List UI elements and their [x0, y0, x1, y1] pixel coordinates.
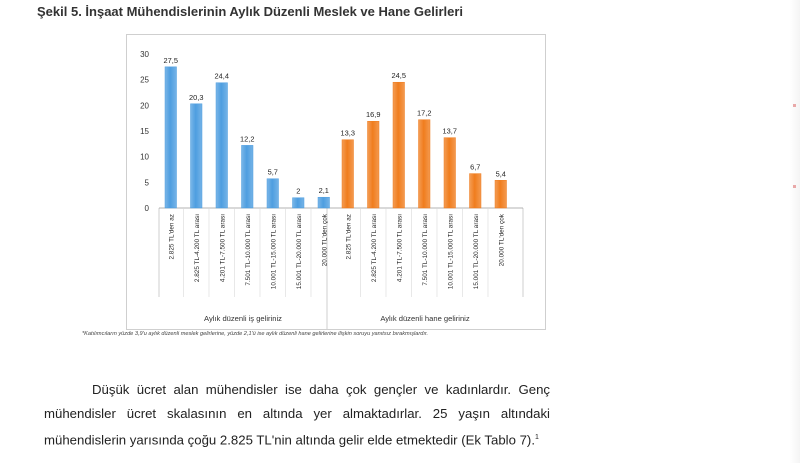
bar-value-label: 20,3: [189, 93, 203, 102]
x-category-label: 15.001 TL-20.000 TL arası: [296, 214, 303, 289]
bar-value-label: 24,4: [215, 72, 229, 81]
bar: [392, 81, 405, 209]
bar: [241, 145, 254, 209]
x-category-label: 20.000 TL'den çok: [321, 213, 328, 266]
body-paragraph-text: Düşük ücret alan mühendisler ise daha ço…: [44, 382, 550, 448]
x-category-label: 15.001 TL-20.000 TL arası: [473, 214, 480, 289]
chart-container: 0 5 10 15 20 25 30 27,5 2.825 TL'den az 20,3 2.825…: [126, 34, 546, 330]
bar-value-label: 6,7: [470, 163, 480, 172]
group-label: Aylık düzenli iş geliriniz: [204, 314, 282, 323]
bar: [317, 196, 330, 209]
y-tick-label: 20: [140, 101, 149, 110]
x-category-label: 2.825 TL'den az: [345, 214, 352, 260]
x-category-label: 2.825 TL-4.200 TL arası: [371, 214, 378, 282]
bar-value-label: 5,4: [496, 169, 506, 178]
bar: [341, 139, 354, 209]
bar-value-label: 27,5: [164, 56, 178, 65]
bar: [215, 82, 228, 209]
bar-value-label: 2: [296, 187, 300, 196]
bar-value-label: 13,3: [341, 129, 355, 138]
y-tick-label: 30: [140, 50, 149, 59]
figure-title: Şekil 5. İnşaat Mühendislerinin Aylık Dü…: [37, 4, 464, 19]
x-category-label: 7.501 TL-10.000 TL arası: [422, 214, 429, 286]
footnote-reference: 1: [534, 434, 539, 441]
bar-value-label: 24,5: [392, 71, 406, 80]
edge-mark: [793, 185, 796, 188]
page-edge: [790, 0, 800, 463]
bar-value-label: 5,7: [268, 168, 278, 177]
bar: [443, 137, 456, 209]
bar: [292, 197, 305, 209]
group-label: Aylık düzenli hane geliriniz: [380, 314, 470, 323]
x-category-label: 2.825 TL-4.200 TL arası: [194, 214, 201, 282]
x-category-label: 10.001 TL-15.000 TL arası: [270, 214, 277, 289]
bar-chart: 0 5 10 15 20 25 30 27,5 2.825 TL'den az 20,3 2.825…: [140, 50, 524, 329]
bar: [190, 103, 203, 209]
bar-value-label: 16,9: [366, 110, 380, 119]
bar: [164, 66, 177, 209]
x-category-label: 4.201 TL-7.500 TL arası: [396, 214, 403, 282]
y-tick-label: 5: [145, 178, 150, 187]
bar-value-label: 2,1: [319, 186, 329, 195]
bar: [469, 173, 482, 209]
bar: [367, 120, 380, 209]
bar: [266, 178, 279, 209]
x-category-label: 20.000 TL'den çok: [498, 213, 505, 266]
x-category-label: 2.825 TL'den az: [168, 214, 175, 260]
body-paragraph: Düşük ücret alan mühendisler ise daha ço…: [44, 378, 550, 452]
y-tick-label: 15: [140, 127, 149, 136]
bar: [418, 119, 431, 209]
y-tick-label: 25: [140, 76, 149, 85]
bar: [494, 180, 507, 209]
bar-value-label: 12,2: [240, 134, 254, 143]
x-category-label: 4.201 TL-7.500 TL arası: [219, 214, 226, 282]
x-category-label: 10.001 TL-15.000 TL arası: [447, 214, 454, 289]
x-category-label: 7.501 TL-10.000 TL arası: [245, 214, 252, 286]
bar-value-label: 17,2: [417, 109, 431, 118]
edge-mark: [793, 104, 796, 107]
figure-footnote: *Katılımcıların yüzde 3,9'u aylık düzenl…: [82, 331, 429, 337]
bar-value-label: 13,7: [443, 127, 457, 136]
y-tick-label: 0: [145, 204, 150, 213]
y-tick-label: 10: [140, 153, 149, 162]
